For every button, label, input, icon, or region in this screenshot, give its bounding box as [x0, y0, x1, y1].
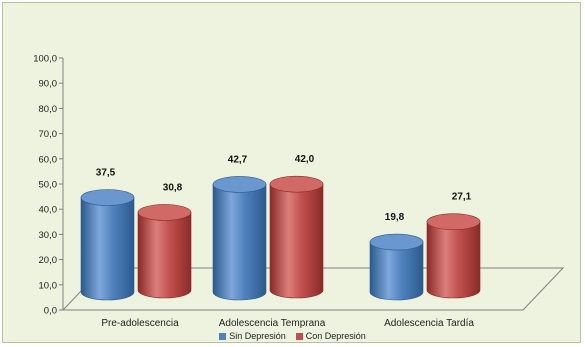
bar-top-con-0	[137, 204, 192, 221]
bar-top-sin-2	[369, 233, 424, 251]
legend-label-con-depresion: Con Depresión	[305, 331, 366, 341]
bar-top-sin-1	[212, 176, 267, 193]
y-tick-label: 70,0	[39, 129, 58, 140]
y-tick-label: 90,0	[39, 79, 58, 90]
x-tick-label: Adolescencia Tardía	[384, 318, 474, 329]
bar-top-con-2	[426, 213, 481, 231]
legend-swatch-sin-depresion	[219, 332, 227, 340]
legend-swatch-con-depresion	[295, 332, 303, 340]
x-tick-label: Pre-adolescencia	[101, 318, 179, 329]
bar-sin-2	[369, 241, 424, 301]
data-label: 27,1	[452, 192, 472, 203]
y-tick-label: 0,0	[44, 306, 57, 317]
y-tick-label: 100,0	[33, 54, 57, 65]
y-tick-label: 60,0	[39, 154, 58, 165]
data-label: 42,7	[228, 154, 248, 165]
y-tick-label: 10,0	[39, 280, 58, 291]
bar-con-2	[426, 221, 481, 299]
bar-sin-0	[80, 197, 135, 301]
data-label: 42,0	[295, 154, 315, 165]
y-tick-label: 50,0	[39, 180, 58, 191]
y-tick-label: 30,0	[39, 230, 58, 241]
bar-sin-1	[212, 184, 267, 301]
legend-item-con-depresion: Con Depresión	[295, 331, 366, 341]
bar-top-sin-0	[80, 189, 135, 206]
legend: Sin Depresión Con Depresión	[0, 329, 585, 343]
data-label: 30,8	[163, 182, 183, 193]
bar-con-0	[137, 212, 192, 299]
data-label: 19,8	[385, 212, 405, 223]
legend-item-sin-depresion: Sin Depresión	[219, 331, 286, 341]
y-tick-label: 80,0	[39, 104, 58, 115]
x-tick-label: Adolescencia Temprana	[219, 318, 326, 329]
legend-label-sin-depresion: Sin Depresión	[229, 331, 286, 341]
bar-con-1	[269, 183, 324, 299]
y-tick-label: 40,0	[39, 205, 58, 216]
y-tick-label: 20,0	[39, 255, 58, 266]
bar-top-con-1	[269, 175, 324, 193]
data-label: 37,5	[96, 168, 116, 179]
